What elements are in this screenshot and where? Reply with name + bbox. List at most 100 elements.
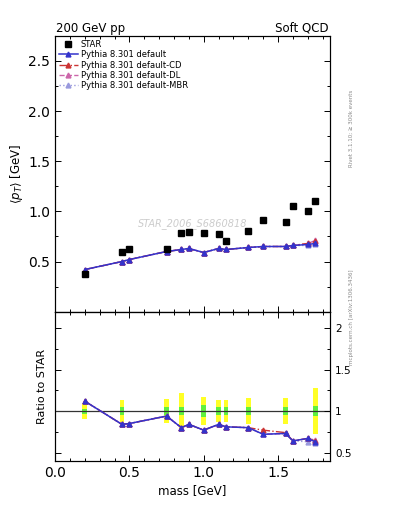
Pythia 8.301 default-DL: [216, 245, 221, 251]
Bar: [179, 393, 184, 430]
Pythia 8.301 default-MBR: [127, 257, 132, 263]
Bar: [164, 399, 169, 423]
Pythia 8.301 default-CD: [224, 246, 228, 252]
Pythia 8.301 default-DL: [187, 245, 191, 251]
Pythia 8.301 default-DL: [164, 248, 169, 254]
STAR: [119, 248, 124, 254]
Bar: [164, 407, 169, 415]
Pythia 8.301 default-DL: [290, 242, 295, 248]
Bar: [283, 398, 288, 424]
STAR: [201, 230, 206, 237]
Bar: [83, 409, 87, 414]
Line: Pythia 8.301 default-MBR: Pythia 8.301 default-MBR: [82, 242, 318, 272]
Pythia 8.301 default-CD: [83, 266, 87, 272]
Pythia 8.301 default-DL: [313, 238, 318, 244]
STAR: [187, 229, 191, 236]
Pythia 8.301 default-MBR: [216, 245, 221, 251]
Pythia 8.301 default-CD: [179, 246, 184, 252]
Pythia 8.301 default-CD: [164, 248, 169, 254]
Pythia 8.301 default: [164, 248, 169, 254]
Pythia 8.301 default: [201, 249, 206, 255]
STAR: [224, 239, 228, 245]
Pythia 8.301 default-MBR: [201, 249, 206, 255]
Legend: STAR, Pythia 8.301 default, Pythia 8.301 default-CD, Pythia 8.301 default-DL, Py: STAR, Pythia 8.301 default, Pythia 8.301…: [57, 38, 190, 92]
Pythia 8.301 default-CD: [187, 245, 191, 251]
Pythia 8.301 default-MBR: [313, 242, 318, 248]
Text: Rivet 3.1.10; ≥ 300k events: Rivet 3.1.10; ≥ 300k events: [349, 90, 354, 166]
Pythia 8.301 default-MBR: [187, 245, 191, 251]
Y-axis label: $\langle p_T \rangle$ [GeV]: $\langle p_T \rangle$ [GeV]: [8, 143, 26, 204]
Pythia 8.301 default-MBR: [305, 242, 310, 248]
Pythia 8.301 default-MBR: [164, 248, 169, 254]
Pythia 8.301 default-MBR: [179, 246, 184, 252]
Pythia 8.301 default-DL: [119, 259, 124, 265]
Pythia 8.301 default: [261, 243, 266, 249]
Pythia 8.301 default-MBR: [119, 259, 124, 265]
Pythia 8.301 default-CD: [290, 242, 295, 248]
Pythia 8.301 default-CD: [119, 259, 124, 265]
Pythia 8.301 default-MBR: [83, 266, 87, 272]
Pythia 8.301 default-CD: [313, 239, 318, 245]
Bar: [216, 400, 221, 422]
STAR: [246, 228, 251, 234]
Pythia 8.301 default: [187, 245, 191, 251]
Bar: [224, 400, 228, 422]
STAR: [283, 219, 288, 225]
STAR: [179, 230, 184, 237]
Pythia 8.301 default: [216, 245, 221, 251]
STAR: [164, 246, 169, 252]
Pythia 8.301 default: [224, 246, 228, 252]
STAR: [290, 203, 295, 209]
Pythia 8.301 default: [305, 242, 310, 248]
Pythia 8.301 default-MBR: [246, 244, 251, 250]
Pythia 8.301 default: [283, 243, 288, 249]
Y-axis label: Ratio to STAR: Ratio to STAR: [37, 349, 48, 424]
Pythia 8.301 default-DL: [201, 249, 206, 255]
Pythia 8.301 default-DL: [179, 246, 184, 252]
Pythia 8.301 default-CD: [127, 257, 132, 263]
Text: mcplots.cern.ch [arXiv:1306.3436]: mcplots.cern.ch [arXiv:1306.3436]: [349, 270, 354, 365]
Bar: [246, 398, 251, 424]
Text: STAR_2006_S6860818: STAR_2006_S6860818: [138, 218, 247, 229]
Pythia 8.301 default: [290, 242, 295, 248]
Pythia 8.301 default-CD: [305, 241, 310, 247]
Bar: [283, 407, 288, 415]
Bar: [216, 407, 221, 415]
Pythia 8.301 default-MBR: [261, 243, 266, 249]
Bar: [119, 407, 124, 415]
Bar: [201, 397, 206, 425]
Pythia 8.301 default: [119, 259, 124, 265]
Bar: [119, 400, 124, 422]
Pythia 8.301 default: [127, 257, 132, 263]
Line: Pythia 8.301 default: Pythia 8.301 default: [82, 241, 318, 272]
STAR: [261, 217, 266, 223]
STAR: [305, 208, 310, 215]
Bar: [246, 407, 251, 415]
X-axis label: mass [GeV]: mass [GeV]: [158, 484, 227, 497]
Pythia 8.301 default-DL: [261, 243, 266, 249]
Pythia 8.301 default-CD: [283, 243, 288, 249]
Bar: [83, 403, 87, 419]
Pythia 8.301 default-DL: [224, 246, 228, 252]
Line: Pythia 8.301 default-CD: Pythia 8.301 default-CD: [82, 239, 318, 272]
Line: Pythia 8.301 default-DL: Pythia 8.301 default-DL: [82, 238, 318, 272]
Pythia 8.301 default: [313, 241, 318, 247]
STAR: [313, 198, 318, 204]
Title: 200 GeV pp                                        Soft QCD: 200 GeV pp Soft QCD: [56, 22, 329, 35]
Pythia 8.301 default: [83, 266, 87, 272]
Bar: [313, 406, 318, 416]
Pythia 8.301 default: [246, 244, 251, 250]
Pythia 8.301 default-MBR: [283, 243, 288, 249]
Line: STAR: STAR: [82, 198, 318, 276]
STAR: [216, 231, 221, 238]
Bar: [201, 406, 206, 417]
Bar: [313, 388, 318, 434]
Pythia 8.301 default-DL: [127, 257, 132, 263]
Pythia 8.301 default-MBR: [224, 246, 228, 252]
Pythia 8.301 default-DL: [283, 243, 288, 249]
STAR: [83, 270, 87, 276]
Bar: [179, 407, 184, 415]
Pythia 8.301 default-CD: [246, 244, 251, 250]
Bar: [224, 407, 228, 415]
Pythia 8.301 default-CD: [261, 243, 266, 249]
